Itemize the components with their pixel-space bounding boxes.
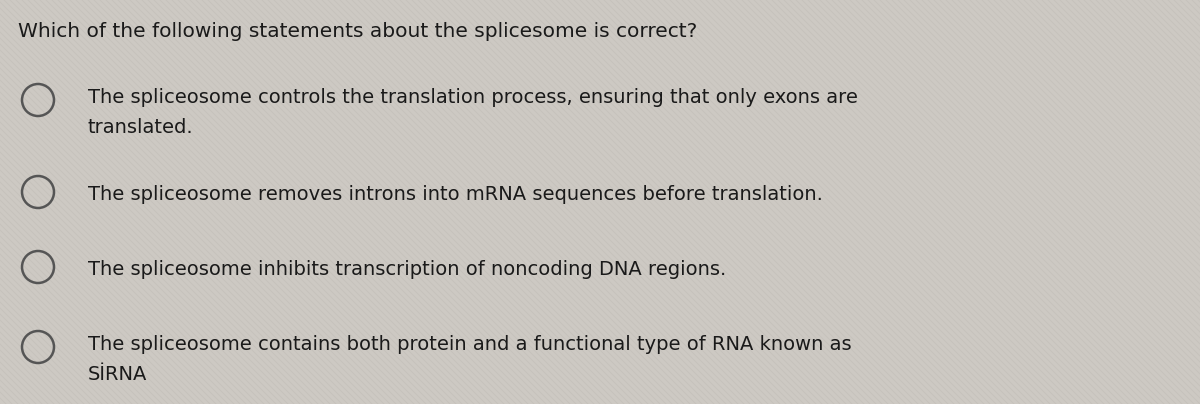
Text: The spliceosome removes introns into mRNA sequences before translation.: The spliceosome removes introns into mRN… bbox=[88, 185, 823, 204]
Text: The spliceosome controls the translation process, ensuring that only exons are: The spliceosome controls the translation… bbox=[88, 88, 858, 107]
Text: translated.: translated. bbox=[88, 118, 193, 137]
Text: The spliceosome inhibits transcription of noncoding DNA regions.: The spliceosome inhibits transcription o… bbox=[88, 260, 726, 279]
Text: Which of the following statements about the splicesome is correct?: Which of the following statements about … bbox=[18, 22, 697, 41]
Text: The spliceosome contains both protein and a functional type of RNA known as: The spliceosome contains both protein an… bbox=[88, 335, 852, 354]
Text: SİRNA: SİRNA bbox=[88, 365, 148, 384]
